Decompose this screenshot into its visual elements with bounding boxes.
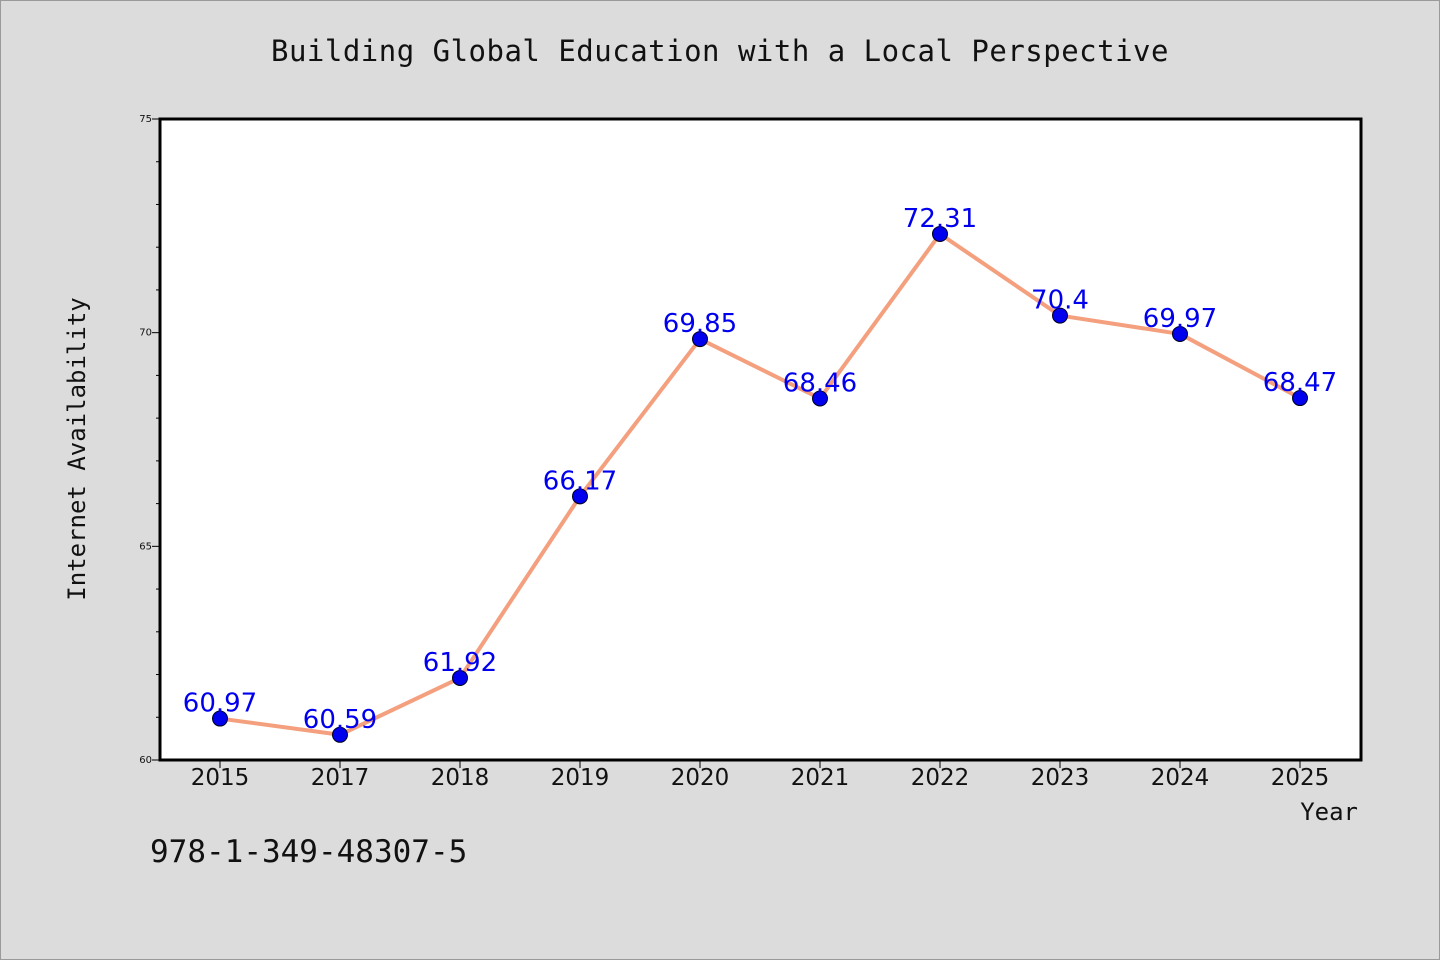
- data-label: 68.46: [783, 368, 857, 398]
- data-label: 61.92: [423, 648, 497, 678]
- x-tick-label: 2017: [311, 765, 370, 791]
- x-axis-ticks: 2015 2017 2018 2019 2020 2021 2022 2023 2024 2025: [191, 760, 1330, 791]
- data-label: 72.31: [903, 204, 977, 234]
- data-point: [812, 390, 828, 407]
- data-point: [572, 488, 588, 505]
- series-line: [218, 231, 1302, 737]
- y-axis-label: Internet Availability: [63, 297, 91, 600]
- data-point: [1052, 307, 1068, 324]
- x-tick-label: 2015: [191, 765, 250, 791]
- data-labels: 60.97 60.59 61.92 66.17 69.85 68.46 72.31 70.4 6…: [183, 204, 1337, 735]
- data-label: 66.17: [543, 466, 617, 496]
- x-tick-label: 2022: [911, 765, 970, 791]
- x-tick-label: 2025: [1271, 765, 1330, 791]
- plot-area: [158, 117, 1363, 762]
- data-point: [1172, 325, 1188, 342]
- y-axis-ticks: 60 65 70 75: [139, 114, 160, 766]
- x-tick-label: 2023: [1031, 765, 1090, 791]
- x-tick-label: 2021: [791, 765, 850, 791]
- x-axis-label: Year: [1300, 798, 1358, 826]
- x-tick-label: 2024: [1151, 765, 1210, 791]
- data-label: 60.59: [303, 705, 377, 735]
- data-label: 70.4: [1031, 286, 1089, 316]
- data-point: [452, 669, 468, 686]
- chart-title: Building Global Education with a Local P…: [271, 34, 1169, 68]
- series-markers: [212, 225, 1308, 743]
- x-tick-label: 2018: [431, 765, 490, 791]
- x-tick-label: 2019: [551, 765, 610, 791]
- y-tick-label: 65: [139, 541, 152, 552]
- data-point: [932, 225, 948, 242]
- data-label: 60.97: [183, 689, 257, 719]
- data-label: 69.97: [1143, 304, 1217, 334]
- data-point: [1292, 390, 1308, 407]
- data-point: [692, 331, 708, 348]
- data-point: [332, 726, 348, 743]
- data-label: 68.47: [1263, 368, 1337, 398]
- y-minor-ticks: [156, 161, 160, 718]
- y-tick-label: 75: [139, 114, 152, 125]
- y-tick-label: 60: [139, 755, 152, 766]
- data-point: [212, 710, 228, 727]
- y-tick-label: 70: [139, 328, 152, 339]
- x-tick-label: 2020: [671, 765, 730, 791]
- data-label: 69.85: [663, 309, 737, 339]
- isbn-text: 978-1-349-48307-5: [150, 834, 468, 870]
